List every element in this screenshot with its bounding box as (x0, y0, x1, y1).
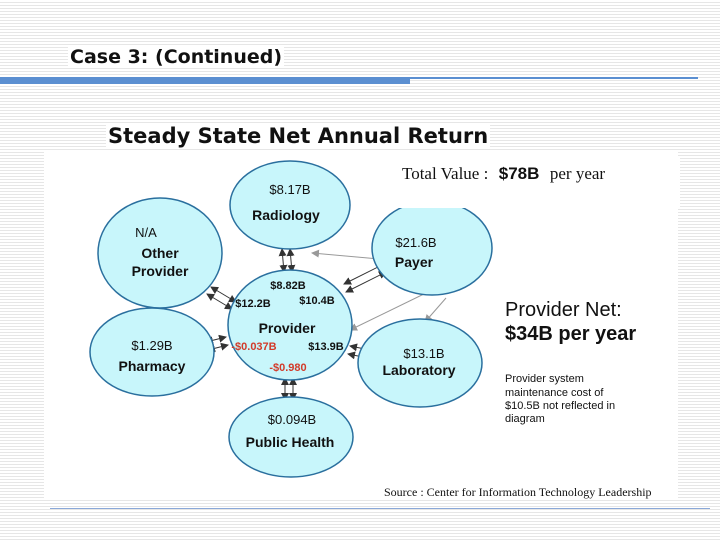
arrow-radiology (278, 248, 296, 273)
provider-net-note-line1: Provider system (505, 373, 584, 385)
node-provider: $8.82B $12.2B $10.4B Provider -$0.037B $… (227, 269, 353, 381)
total-value: Total Value : $78B per year (402, 164, 605, 183)
radiology-label: Radiology (252, 207, 320, 223)
pharmacy-amount: $1.29B (131, 338, 172, 353)
diagram-subtitle: Steady State Net Annual Return (106, 124, 491, 148)
payer-label: Payer (395, 254, 434, 270)
arrow-payer-laboratory (349, 291, 429, 331)
provider-label: Provider (259, 320, 316, 336)
total-value-suffix: per year (550, 164, 606, 183)
provider-from-public-health: -$0.980 (269, 362, 306, 374)
node-radiology: $8.17B Radiology (229, 160, 351, 250)
radiology-amount: $8.17B (269, 182, 310, 197)
provider-net-note-line3: $10.5B not reflected in (505, 400, 615, 412)
provider-from-other-provider: $12.2B (235, 298, 271, 310)
provider-from-pharmacy: -$0.037B (231, 341, 276, 353)
laboratory-label: Laboratory (382, 362, 455, 378)
title-rule-accent (0, 77, 410, 84)
laboratory-amount: $13.1B (403, 346, 444, 361)
provider-net-note-line4: diagram (505, 413, 545, 425)
arrow-other-provider (206, 286, 237, 310)
node-pharmacy: $1.29B Pharmacy (89, 307, 215, 397)
footer-rule (50, 508, 710, 509)
title-rule-line (410, 77, 698, 79)
arrow-payer-to-laboratory (424, 297, 447, 323)
provider-net-value: $34B per year (505, 323, 636, 345)
other-provider-amount: N/A (135, 225, 157, 240)
other-provider-label-line1: Other (141, 245, 179, 261)
source-credit: Source : Center for Information Technolo… (384, 485, 652, 499)
other-provider-label-line2: Provider (132, 263, 189, 279)
pharmacy-label: Pharmacy (119, 358, 186, 374)
public-health-amount: $0.094B (268, 412, 316, 427)
slide-title: Case 3: (Continued) (68, 46, 285, 68)
payer-amount: $21.6B (395, 235, 436, 250)
node-public-health: $0.094B Public Health (228, 396, 354, 478)
node-other-provider: N/A Other Provider (97, 197, 223, 309)
total-value-amount: $78B (499, 164, 540, 183)
total-value-label: Total Value : (402, 164, 488, 183)
provider-from-payer: $10.4B (299, 295, 335, 307)
public-health-label: Public Health (246, 434, 335, 450)
node-laboratory: $13.1B Laboratory (357, 318, 483, 408)
provider-from-laboratory: $13.9B (308, 341, 344, 353)
provider-from-radiology: $8.82B (270, 280, 306, 292)
provider-net-title: Provider Net: (505, 299, 622, 321)
node-payer: $21.6B Payer (371, 200, 493, 296)
provider-net-note-line2: maintenance cost of (505, 387, 604, 399)
